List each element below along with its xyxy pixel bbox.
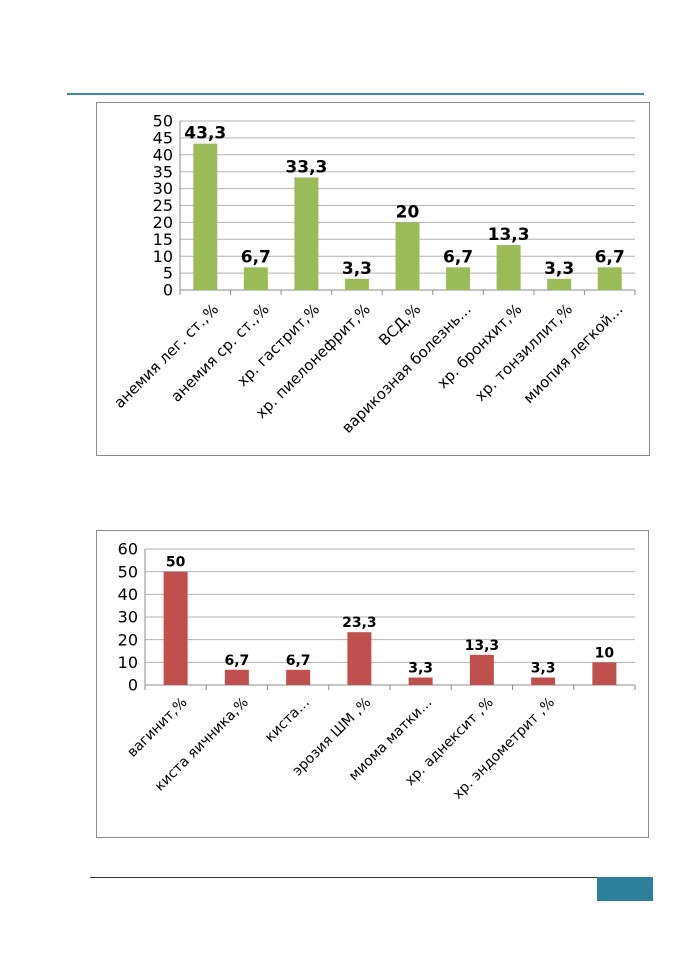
data-label: 33,3 (285, 157, 327, 177)
header-rule (67, 93, 644, 95)
bar (408, 677, 433, 685)
data-label: 6,7 (241, 247, 271, 267)
y-tick-label: 45 (153, 129, 173, 148)
data-label: 13,3 (465, 638, 500, 654)
chart-gynecology-frame: 0 10 20 30 40 50 60 50 вагинит,% 6,7 киста яичника… (96, 530, 649, 838)
y-tick-label: 15 (153, 230, 173, 249)
y-tick-label: 25 (153, 196, 173, 215)
data-label: 6,7 (443, 247, 473, 267)
x-tick-label: хр. эндометрит ,% (450, 695, 558, 803)
chart-diseases-frame: 0 5 10 15 20 25 30 35 40 45 50 43,3 анемия лег. ст.,… (96, 102, 650, 456)
bar (163, 571, 188, 685)
data-label: 50 (166, 555, 186, 571)
y-tick-label: 40 (153, 145, 173, 164)
data-label: 3,3 (342, 259, 372, 279)
x-tick-label: киста… (262, 695, 313, 746)
bar (243, 267, 268, 290)
data-label: 6,7 (224, 653, 249, 669)
y-tick-label: 10 (118, 653, 138, 672)
bar (547, 278, 572, 290)
y-tick-label: 35 (153, 162, 173, 181)
y-tick-label: 20 (118, 630, 138, 649)
data-label: 23,3 (342, 615, 377, 631)
bar (531, 677, 556, 685)
data-label: 43,3 (184, 124, 226, 144)
footer-rule (90, 877, 597, 878)
y-tick-label: 40 (118, 585, 138, 604)
bar (347, 632, 372, 685)
y-tick-label: 10 (153, 247, 173, 266)
data-label: 6,7 (286, 653, 311, 669)
bar (469, 654, 494, 685)
bar (294, 177, 319, 290)
bar (224, 669, 249, 685)
data-label: 3,3 (408, 661, 433, 677)
data-label: 3,3 (531, 661, 556, 677)
data-label: 6,7 (595, 247, 625, 267)
bar (286, 669, 311, 685)
y-tick-label: 0 (163, 281, 173, 300)
y-tick-label: 30 (118, 608, 138, 627)
y-tick-label: 50 (118, 562, 138, 581)
y-tick-label: 50 (153, 112, 173, 131)
footer-corner-tab (597, 877, 653, 901)
data-label: 13,3 (488, 225, 530, 245)
bar (597, 267, 622, 290)
x-tick-label: вагинит,% (124, 695, 190, 761)
data-label: 10 (595, 645, 615, 661)
y-tick-label: 0 (128, 676, 138, 695)
x-tick-label: ВСД,% (375, 300, 424, 349)
data-label: 3,3 (544, 259, 574, 279)
data-label: 20 (396, 202, 420, 222)
y-tick-label: 5 (163, 264, 173, 283)
bar (446, 267, 471, 290)
bar (344, 278, 369, 290)
y-tick-label: 30 (153, 179, 173, 198)
y-tick-label: 60 (118, 540, 138, 559)
bar (496, 245, 521, 290)
bar (395, 222, 420, 290)
bar (592, 662, 617, 685)
y-tick-label: 20 (153, 213, 173, 232)
x-tick-label: миопия легкой… (520, 300, 627, 407)
bar (193, 143, 218, 290)
